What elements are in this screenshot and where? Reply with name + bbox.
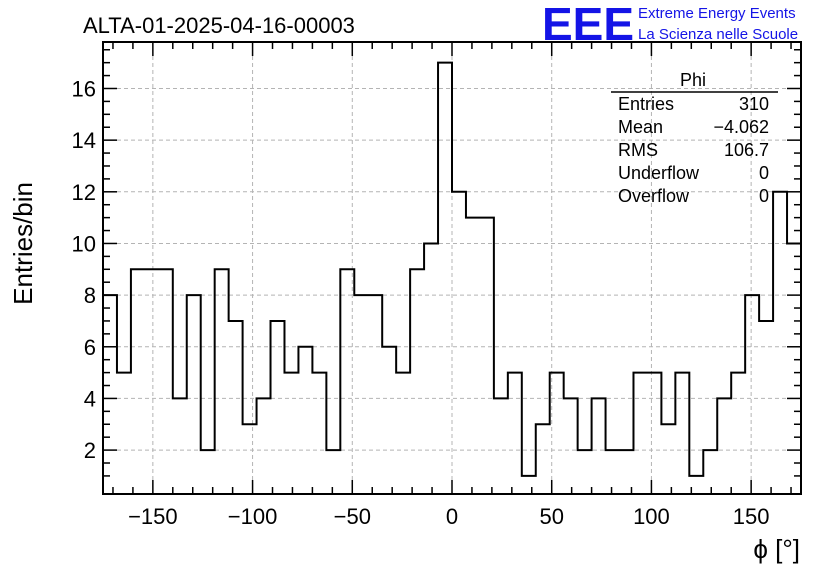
stats-row-label: Underflow	[618, 163, 700, 183]
y-tick-label: 10	[72, 231, 96, 256]
x-tick-label: −50	[334, 504, 371, 529]
stats-row-label: Overflow	[618, 186, 690, 206]
y-axis-label: Entries/bin	[8, 182, 38, 305]
y-tick-label: 14	[72, 128, 96, 153]
x-tick-label: −100	[228, 504, 278, 529]
brand-line-2: La Scienza nelle Scuole	[638, 26, 798, 43]
chart-title: ALTA-01-2025-04-16-00003	[83, 13, 355, 38]
y-tick-label: 8	[84, 283, 96, 308]
stats-row-value: 0	[759, 186, 769, 206]
x-tick-labels: −150 −100 −50 0 50 100 150	[128, 504, 769, 529]
x-tick-label: −150	[128, 504, 178, 529]
y-tick-labels: 2 4 6 8 10 12 14 16	[72, 76, 96, 463]
x-axis-label: ϕ [°]	[753, 534, 800, 564]
y-tick-label: 2	[84, 438, 96, 463]
y-tick-label: 12	[72, 180, 96, 205]
grid-lines	[103, 42, 801, 494]
y-tick-label: 6	[84, 335, 96, 360]
stats-row-value: 0	[759, 163, 769, 183]
stats-row-value: 106.7	[724, 140, 769, 160]
x-tick-label: 0	[446, 504, 458, 529]
stats-row-value: 310	[739, 94, 769, 114]
stats-row-value: −4.062	[713, 117, 769, 137]
x-tick-label: 150	[733, 504, 770, 529]
y-tick-label: 4	[84, 386, 96, 411]
stats-box-rows: Entries 310 Mean −4.062 RMS 106.7 Underflow 0 Ov…	[618, 94, 769, 206]
x-tick-label: 100	[633, 504, 670, 529]
stats-row-label: RMS	[618, 140, 658, 160]
stats-box-name: Phi	[680, 70, 706, 90]
histogram-outline	[102, 61, 802, 494]
axis-ticks	[103, 42, 801, 494]
y-tick-label: 16	[72, 76, 96, 101]
x-tick-label: 50	[539, 504, 563, 529]
stats-row-label: Mean	[618, 117, 663, 137]
stats-row-label: Entries	[618, 94, 674, 114]
brand-logo: EEE Extreme Energy Events La Scienza nel…	[542, 0, 798, 50]
brand-line-1: Extreme Energy Events	[638, 5, 796, 22]
stats-box: Phi Entries 310 Mean −4.062 RMS 106.7 Underflo…	[611, 70, 778, 206]
